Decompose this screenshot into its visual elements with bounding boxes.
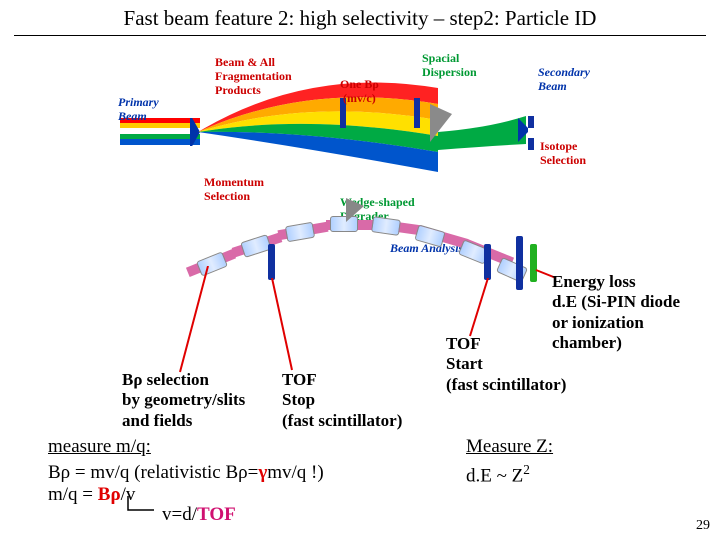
annot-brho-selection: Bρ selection by geometry/slits and field… [122,370,245,431]
slide-title: Fast beam feature 2: high selectivity – … [14,0,706,36]
measure-mq-heading: measure m/q: [48,436,151,459]
dipole-icon [371,216,401,236]
equation-mq: m/q = Bρ/v [48,484,135,507]
label-beam-all: Beam & AllFragmentationProducts [215,56,292,97]
wedge-mid-icon [346,198,366,224]
label-secondary: SecondaryBeam [538,66,590,94]
label-momentum: MomentumSelection [204,176,264,204]
page-number: 29 [696,518,710,534]
wedge-degrader [430,104,456,144]
equation-v: v=d/TOF [162,504,236,527]
annot-tof-start: TOF Start (fast scintillator) [446,334,566,395]
arrow-corner-icon [124,496,160,518]
equation-brho: Bρ = mv/q (relativistic Bρ=γmv/q !) [48,462,324,485]
measure-z-heading: Measure Z: [466,436,553,459]
dipole-icon [496,257,528,283]
brho-selection-line [178,266,238,376]
label-one-brho: One Bρ(mv/c) [340,78,379,106]
label-spacial: SpacialDispersion [422,52,477,80]
annot-tof-stop: TOF Stop (fast scintillator) [282,370,402,431]
tof-start-line [466,278,496,340]
tof-stop-line [270,278,300,374]
annot-energy-loss: Energy loss d.E (Si-PIN diode or ionizat… [552,272,680,354]
de-detector-outer [516,236,523,290]
separator-diagram: PrimaryBeam Beam & AllFragmentationProdu… [120,40,600,300]
tof-stop-bar [268,244,275,280]
label-primary-beam: PrimaryBeam [118,96,159,124]
equation-dez: d.E ~ Z2 [466,462,530,488]
tof-start-bar [484,244,491,280]
dipole-icon [285,222,315,243]
label-isotope: IsotopeSelection [540,140,586,168]
